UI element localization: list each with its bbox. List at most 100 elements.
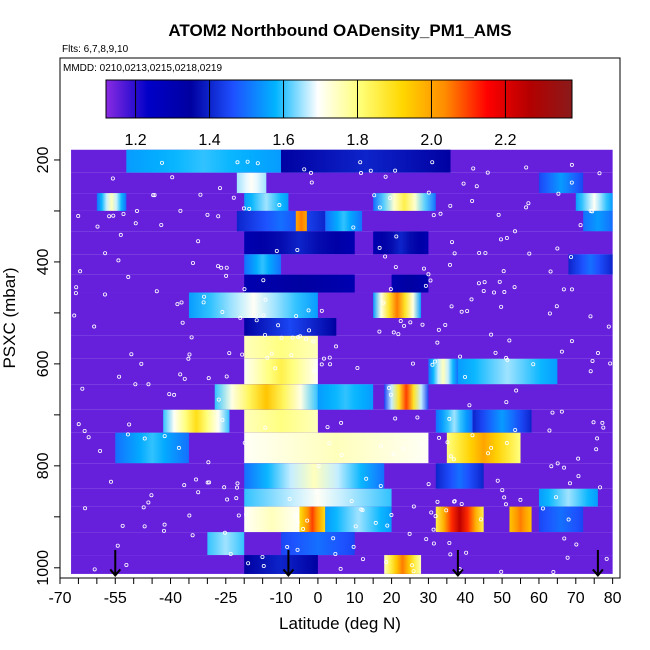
- measurement-dot: [451, 457, 456, 462]
- measurement-dot: [555, 246, 560, 251]
- heatmap-cell: [244, 335, 318, 359]
- measurement-dot: [447, 262, 452, 267]
- heatmap-cell: [373, 231, 429, 255]
- heatmap-cell: [214, 384, 318, 410]
- measurement-dot: [512, 229, 517, 234]
- measurement-dot: [242, 287, 247, 292]
- x-tick-label: 70: [567, 590, 585, 607]
- measurement-dot: [551, 570, 556, 575]
- measurement-dot: [504, 400, 509, 405]
- measurement-dot: [402, 323, 407, 328]
- heatmap-cell: [126, 149, 282, 173]
- measurement-dot: [311, 339, 316, 344]
- measurement-dot: [448, 454, 453, 459]
- measurement-dot: [273, 366, 278, 371]
- measurement-dot: [296, 334, 301, 339]
- profile-arrow-head: [592, 568, 604, 578]
- measurement-dot: [437, 435, 442, 440]
- measurement-dot: [242, 440, 247, 445]
- measurement-dot: [198, 192, 203, 197]
- measurement-dot: [358, 171, 363, 176]
- measurement-dot: [588, 314, 593, 319]
- x-tick-label: -10: [269, 590, 292, 607]
- measurement-dot: [316, 464, 321, 469]
- measurement-dot: [142, 524, 147, 529]
- measurement-dot: [322, 356, 327, 361]
- measurement-dot: [127, 422, 132, 427]
- measurement-dot: [222, 485, 227, 490]
- measurement-dot: [121, 211, 126, 216]
- measurement-dot: [134, 208, 139, 213]
- measurement-dot: [80, 386, 85, 391]
- measurement-dot: [116, 258, 121, 263]
- colorbar: [105, 79, 573, 119]
- x-tick-label: -40: [159, 590, 182, 607]
- measurement-dot: [302, 167, 307, 172]
- measurement-dot: [103, 251, 108, 256]
- measurement-dot: [559, 349, 564, 354]
- heatmap-cell: [538, 506, 584, 533]
- measurement-dot: [187, 513, 192, 518]
- measurement-dot: [372, 193, 377, 198]
- heatmap-band: [71, 193, 613, 211]
- measurement-dot: [107, 214, 112, 219]
- measurement-dot: [432, 359, 437, 364]
- measurement-dot: [387, 386, 392, 391]
- measurement-dot: [149, 493, 154, 498]
- measurement-dot: [327, 441, 332, 446]
- measurement-dot: [78, 269, 83, 274]
- measurement-dot: [269, 351, 274, 356]
- measurement-dot: [526, 201, 531, 206]
- profile-arrows: [109, 549, 604, 578]
- measurement-dot: [569, 254, 574, 259]
- measurement-dot: [477, 250, 482, 255]
- measurement-dot: [220, 310, 225, 315]
- measurement-dot: [410, 563, 415, 568]
- measurement-dot: [569, 162, 574, 167]
- colorbar-tick-label: 1.2: [124, 132, 146, 149]
- heatmap-cell: [317, 384, 374, 410]
- measurement-dot: [476, 281, 481, 286]
- measurement-dot: [187, 352, 192, 357]
- measurement-dot: [172, 392, 177, 397]
- measurement-dot: [255, 161, 260, 166]
- measurement-dot: [377, 245, 382, 250]
- measurement-dot: [194, 477, 199, 482]
- heatmap-cell: [188, 292, 318, 318]
- heatmap-cell: [115, 432, 189, 464]
- measurement-dots: [72, 159, 613, 575]
- heatmap-cell: [244, 463, 385, 489]
- measurement-dot: [274, 248, 279, 253]
- measurement-dot: [115, 543, 120, 548]
- measurement-dot: [180, 320, 185, 325]
- measurement-dot: [576, 456, 581, 461]
- measurement-dot: [588, 208, 593, 213]
- measurement-dot: [502, 290, 507, 295]
- measurement-dot: [415, 415, 420, 420]
- heatmap-cell: [281, 532, 355, 556]
- measurement-dot: [463, 375, 468, 380]
- measurement-dot: [201, 300, 206, 305]
- measurement-dot: [308, 170, 313, 175]
- measurement-dot: [360, 557, 365, 562]
- measurement-dot: [216, 214, 221, 219]
- measurement-dot: [499, 569, 504, 574]
- measurement-dot: [396, 332, 401, 337]
- measurement-dot: [98, 448, 103, 453]
- measurement-dot: [262, 332, 267, 337]
- heatmap-cell: [244, 318, 337, 336]
- measurement-dot: [244, 512, 249, 517]
- colorbar-tick-label: 1.6: [272, 132, 294, 149]
- measurement-dot: [159, 160, 164, 165]
- measurement-dot: [381, 300, 386, 305]
- measurement-dot: [190, 261, 195, 266]
- measurement-dot: [443, 322, 448, 327]
- measurement-dot: [524, 205, 529, 210]
- measurement-dot: [492, 290, 497, 295]
- heatmap-cell: [373, 292, 422, 318]
- measurement-dot: [393, 265, 398, 270]
- x-tick-label: 20: [383, 590, 401, 607]
- measurement-dot: [595, 436, 600, 441]
- measurement-dot: [245, 159, 250, 164]
